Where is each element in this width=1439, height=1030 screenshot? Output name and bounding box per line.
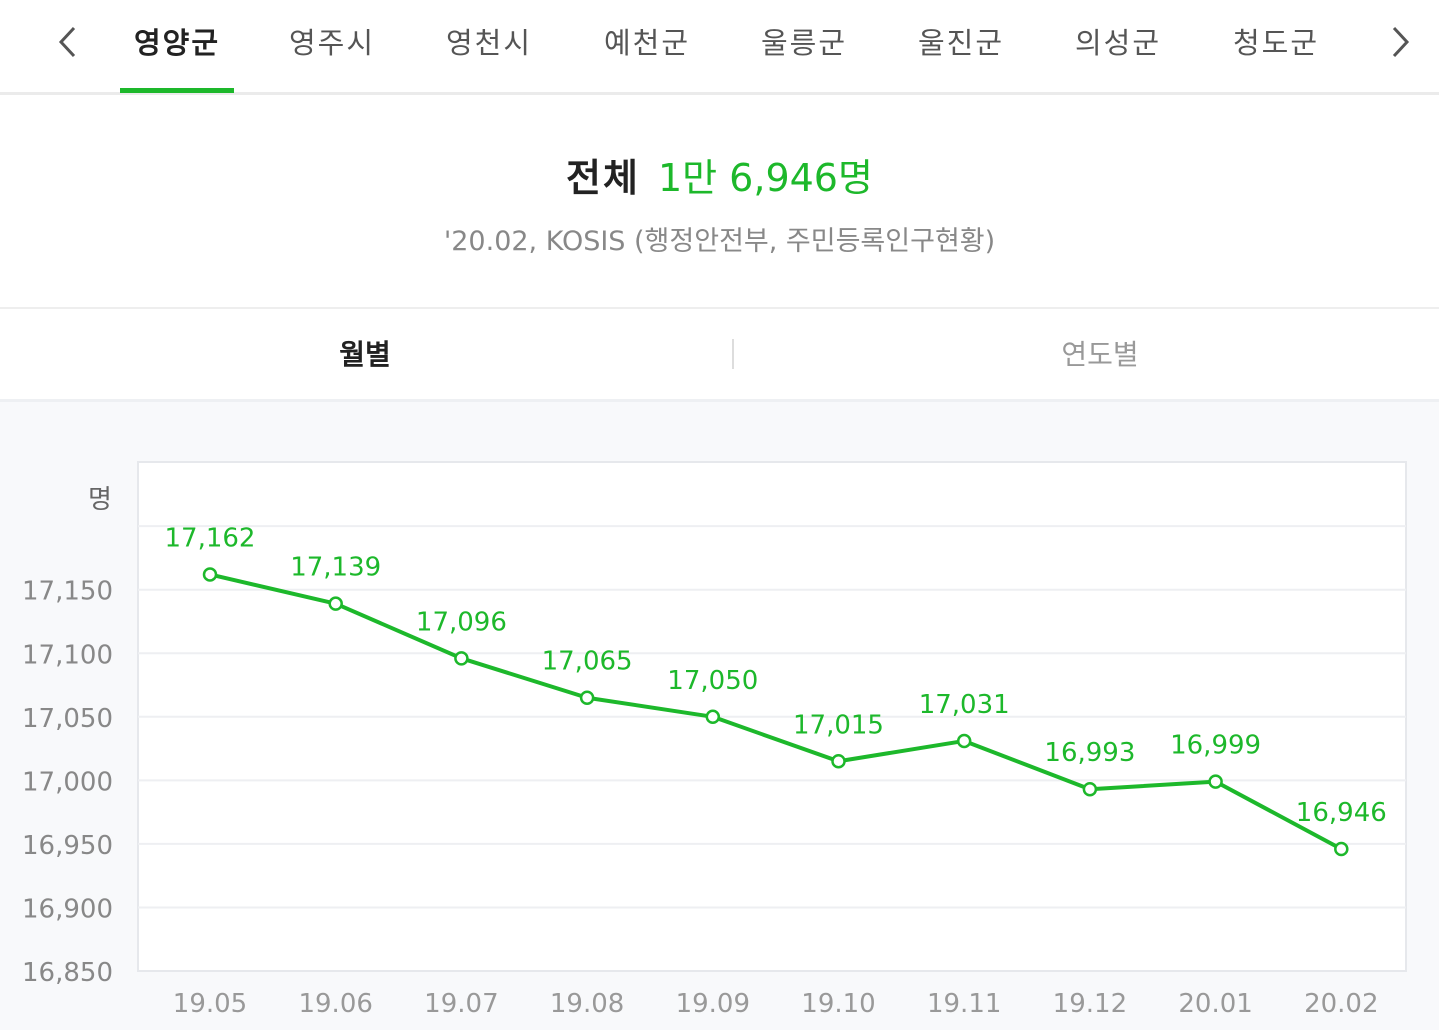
total-label: 전체 <box>566 156 640 200</box>
x-tick-label: 20.01 <box>1178 989 1252 1019</box>
data-point <box>1334 841 1349 857</box>
y-tick-label: 17,100 <box>22 640 113 670</box>
data-point <box>579 690 595 705</box>
prev-arrow-icon[interactable] <box>50 22 86 62</box>
data-label: 16,999 <box>1170 731 1261 761</box>
data-label: 17,065 <box>542 647 633 677</box>
data-label: 17,096 <box>416 607 507 637</box>
data-point <box>1082 781 1098 797</box>
x-tick-label: 19.05 <box>173 989 247 1019</box>
x-tick-label: 19.08 <box>550 989 624 1019</box>
tab-region-5[interactable]: 울릉군 <box>760 26 848 60</box>
x-tick-label: 19.12 <box>1053 989 1127 1019</box>
tab-region-6[interactable]: 울진군 <box>917 26 1005 60</box>
data-label: 16,946 <box>1296 798 1387 828</box>
data-source: '20.02, KOSIS (행정안전부, 주민등록인구현황) <box>443 226 996 257</box>
y-tick-label: 17,050 <box>22 704 113 734</box>
series-line <box>209 572 1343 851</box>
period-divider <box>732 339 734 369</box>
y-tick-label: 16,900 <box>22 894 113 924</box>
tab-region-1[interactable]: 영양군 <box>133 26 221 60</box>
next-arrow-icon[interactable] <box>1382 22 1418 62</box>
tab-region-4[interactable]: 예천군 <box>603 26 691 60</box>
tab-region-7[interactable]: 의성군 <box>1074 26 1162 60</box>
period-toggle: 월별 연도별 <box>0 309 1439 402</box>
region-tab-bar: 영양군 영주시 영천시 예천군 울릉군 울진군 의성군 청도군 <box>0 0 1439 95</box>
y-tick-label: 17,000 <box>22 767 113 797</box>
tab-region-2[interactable]: 영주시 <box>288 26 376 60</box>
data-label: 17,031 <box>919 690 1010 720</box>
y-tick-label: 16,850 <box>22 958 113 988</box>
data-point <box>454 651 469 666</box>
total-value: 1만 6,946명 <box>657 156 873 200</box>
y-tick-label: 17,150 <box>22 577 113 607</box>
x-tick-label: 19.06 <box>298 989 372 1019</box>
x-tick-label: 19.07 <box>424 989 498 1019</box>
y-tick-label: 16,950 <box>22 831 113 861</box>
chart-area: 17,150 17,100 17,050 17,000 16,950 16,900 16,8… <box>0 402 1439 1030</box>
x-tick-label: 19.10 <box>801 989 875 1019</box>
data-label: 17,139 <box>290 553 381 583</box>
x-tick-label: 20.02 <box>1304 989 1378 1019</box>
tab-region-8[interactable]: 청도군 <box>1232 26 1320 60</box>
active-tab-underline <box>120 88 234 93</box>
population-summary: 전체 1만 6,946명 '20.02, KOSIS (행정안전부, 주민등록인구… <box>0 95 1439 309</box>
tab-yearly[interactable]: 연도별 <box>1061 338 1139 371</box>
tab-region-3[interactable]: 영천시 <box>445 26 533 60</box>
y-axis-unit-label: 명 <box>88 485 112 515</box>
x-tick-label: 19.11 <box>927 989 1001 1019</box>
population-line-chart: 17,150 17,100 17,050 17,000 16,950 16,900 16,8… <box>22 461 1407 1019</box>
total-line: 전체 1만 6,946명 <box>0 147 1439 202</box>
data-point <box>1208 774 1223 789</box>
data-label: 17,050 <box>667 666 758 696</box>
data-point <box>956 733 972 749</box>
data-point <box>202 567 218 582</box>
data-label: 17,162 <box>165 523 256 553</box>
data-label: 16,993 <box>1044 738 1135 768</box>
data-point <box>831 754 846 769</box>
data-label: 17,015 <box>793 710 884 740</box>
tab-monthly[interactable]: 월별 <box>339 338 391 371</box>
data-point <box>705 709 721 725</box>
data-point <box>328 596 343 611</box>
x-tick-label: 19.09 <box>676 989 750 1019</box>
